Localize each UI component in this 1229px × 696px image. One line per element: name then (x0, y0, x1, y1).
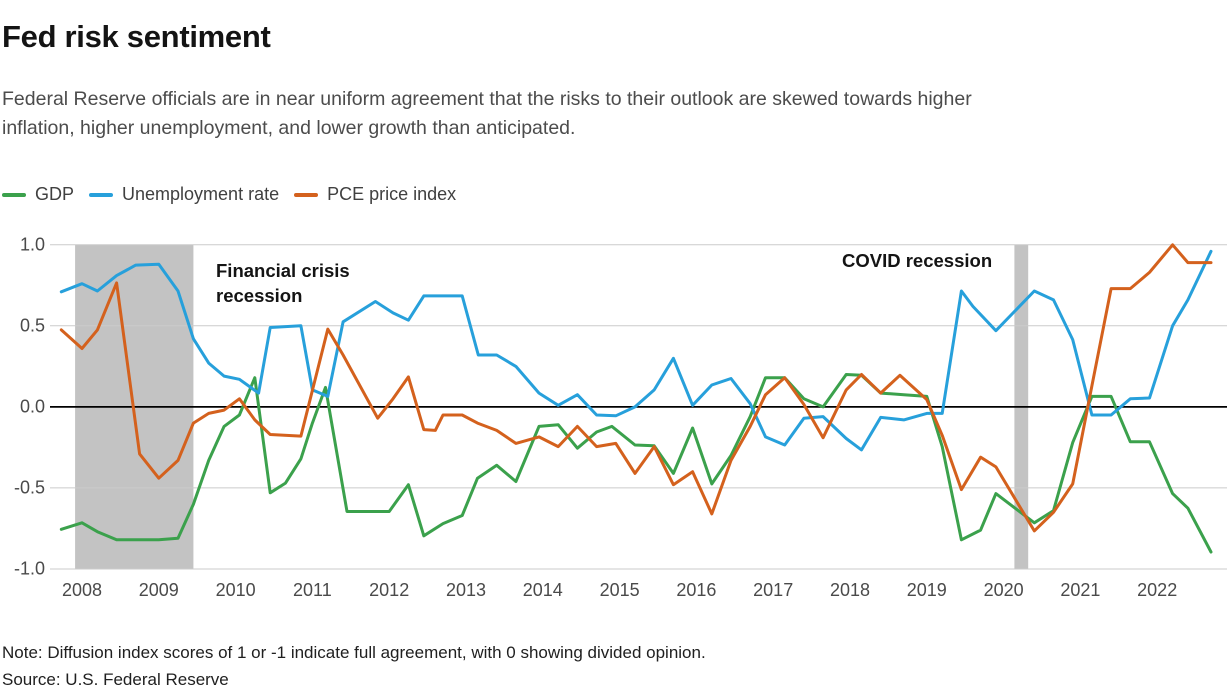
x-tick-label-2011: 2011 (293, 580, 332, 600)
x-tick-label-2014: 2014 (522, 580, 563, 600)
footer-note: Note: Diffusion index scores of 1 or -1 … (2, 643, 706, 662)
legend-swatch-gdp (2, 192, 26, 197)
x-tick-label-2015: 2015 (599, 580, 640, 600)
x-tick-label-2008: 2008 (61, 580, 103, 600)
x-tick-label-2013: 2013 (445, 580, 487, 600)
x-tick-label-2009: 2009 (138, 580, 179, 600)
x-tick-label-2018: 2018 (829, 580, 871, 600)
y-tick-label--0.5: -0.5 (13, 477, 45, 498)
x-tick-label-2017: 2017 (753, 580, 794, 600)
legend-swatch-pce-price-index (294, 192, 319, 197)
y-tick-label--1.0: -1.0 (13, 558, 45, 579)
x-tick-label-2020: 2020 (983, 580, 1024, 600)
page-subtitle: Federal Reserve officials are in near un… (2, 85, 1192, 142)
x-tick-label-2022: 2022 (1137, 580, 1178, 600)
legend-swatch-unemployment-rate (89, 192, 114, 197)
y-tick-label-0.0: 0.0 (19, 396, 45, 417)
y-tick-label-0.5: 0.5 (19, 315, 45, 336)
legend-item-pce-price-index: PCE price index (294, 184, 456, 205)
legend-item-unemployment-rate: Unemployment rate (89, 184, 279, 205)
series-pce-price-index (59, 243, 1213, 533)
x-tick-label-2012: 2012 (369, 580, 410, 600)
series-unemployment-rate (59, 249, 1213, 452)
footer-source: Source: U.S. Federal Reserve (2, 670, 229, 689)
y-tick-label-1.0: 1.0 (19, 234, 45, 255)
legend-item-gdp: GDP (2, 184, 74, 205)
series-gdp (59, 373, 1213, 554)
page-title: Fed risk sentiment (2, 19, 271, 54)
page-subtitle-line-2: inflation, higher unemployment, and lowe… (2, 116, 576, 139)
x-tick-label-2016: 2016 (676, 580, 717, 600)
x-tick-label-2021: 2021 (1060, 580, 1101, 600)
chart-legend: GDP Unemployment rate PCE price index (2, 184, 456, 205)
page-subtitle-line-1: Federal Reserve officials are in near un… (2, 88, 972, 110)
annotation-financial-crisis-recession: Financial crisis recession (216, 260, 350, 306)
legend-label-gdp: GDP (35, 184, 75, 204)
x-tick-label-2019: 2019 (906, 580, 947, 600)
annotation-covid-recession: COVID recession (842, 250, 993, 271)
x-tick-label-2010: 2010 (215, 580, 256, 600)
legend-label-pce-price-index: PCE price index (327, 184, 457, 204)
legend-label-unemployment-rate: Unemployment rate (122, 184, 280, 204)
